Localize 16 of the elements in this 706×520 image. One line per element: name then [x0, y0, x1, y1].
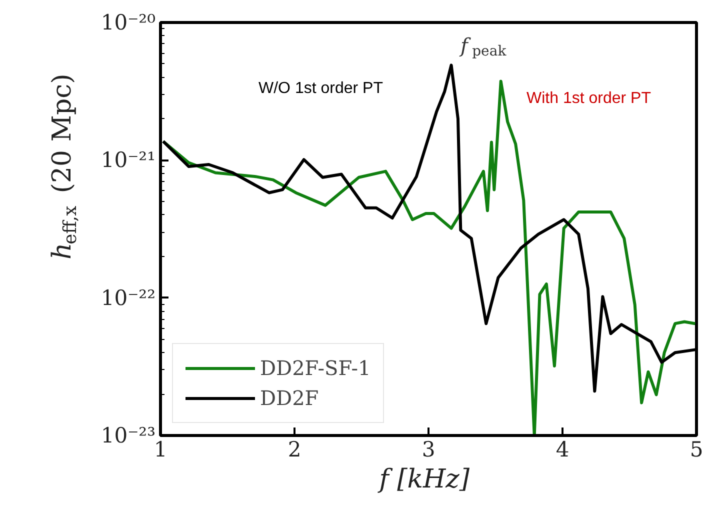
x-tick-label: 1 [154, 438, 168, 462]
x-tick-label: 4 [556, 438, 570, 462]
y-axis-title: heff,x(20 Mpc) [48, 74, 81, 260]
y-tick-label: 10⁻²³ [100, 424, 156, 448]
y-tick-label: 10⁻²¹ [100, 148, 156, 172]
x-axis-title: f [kHz] [377, 464, 470, 494]
y-tick-label: 10⁻²² [100, 286, 156, 310]
legend-label: DD2F [260, 386, 319, 410]
annotation: With 1st order PT [526, 90, 652, 107]
x-tick-label: 3 [422, 438, 436, 462]
x-tick-label: 5 [690, 438, 704, 462]
y-tick-label: 10⁻²⁰ [100, 10, 156, 34]
x-tick-label: 2 [288, 438, 302, 462]
legend-label: DD2F-SF-1 [260, 356, 371, 380]
annotation: W/O 1st order PT [258, 80, 384, 97]
annotation: fpeak [458, 34, 507, 60]
